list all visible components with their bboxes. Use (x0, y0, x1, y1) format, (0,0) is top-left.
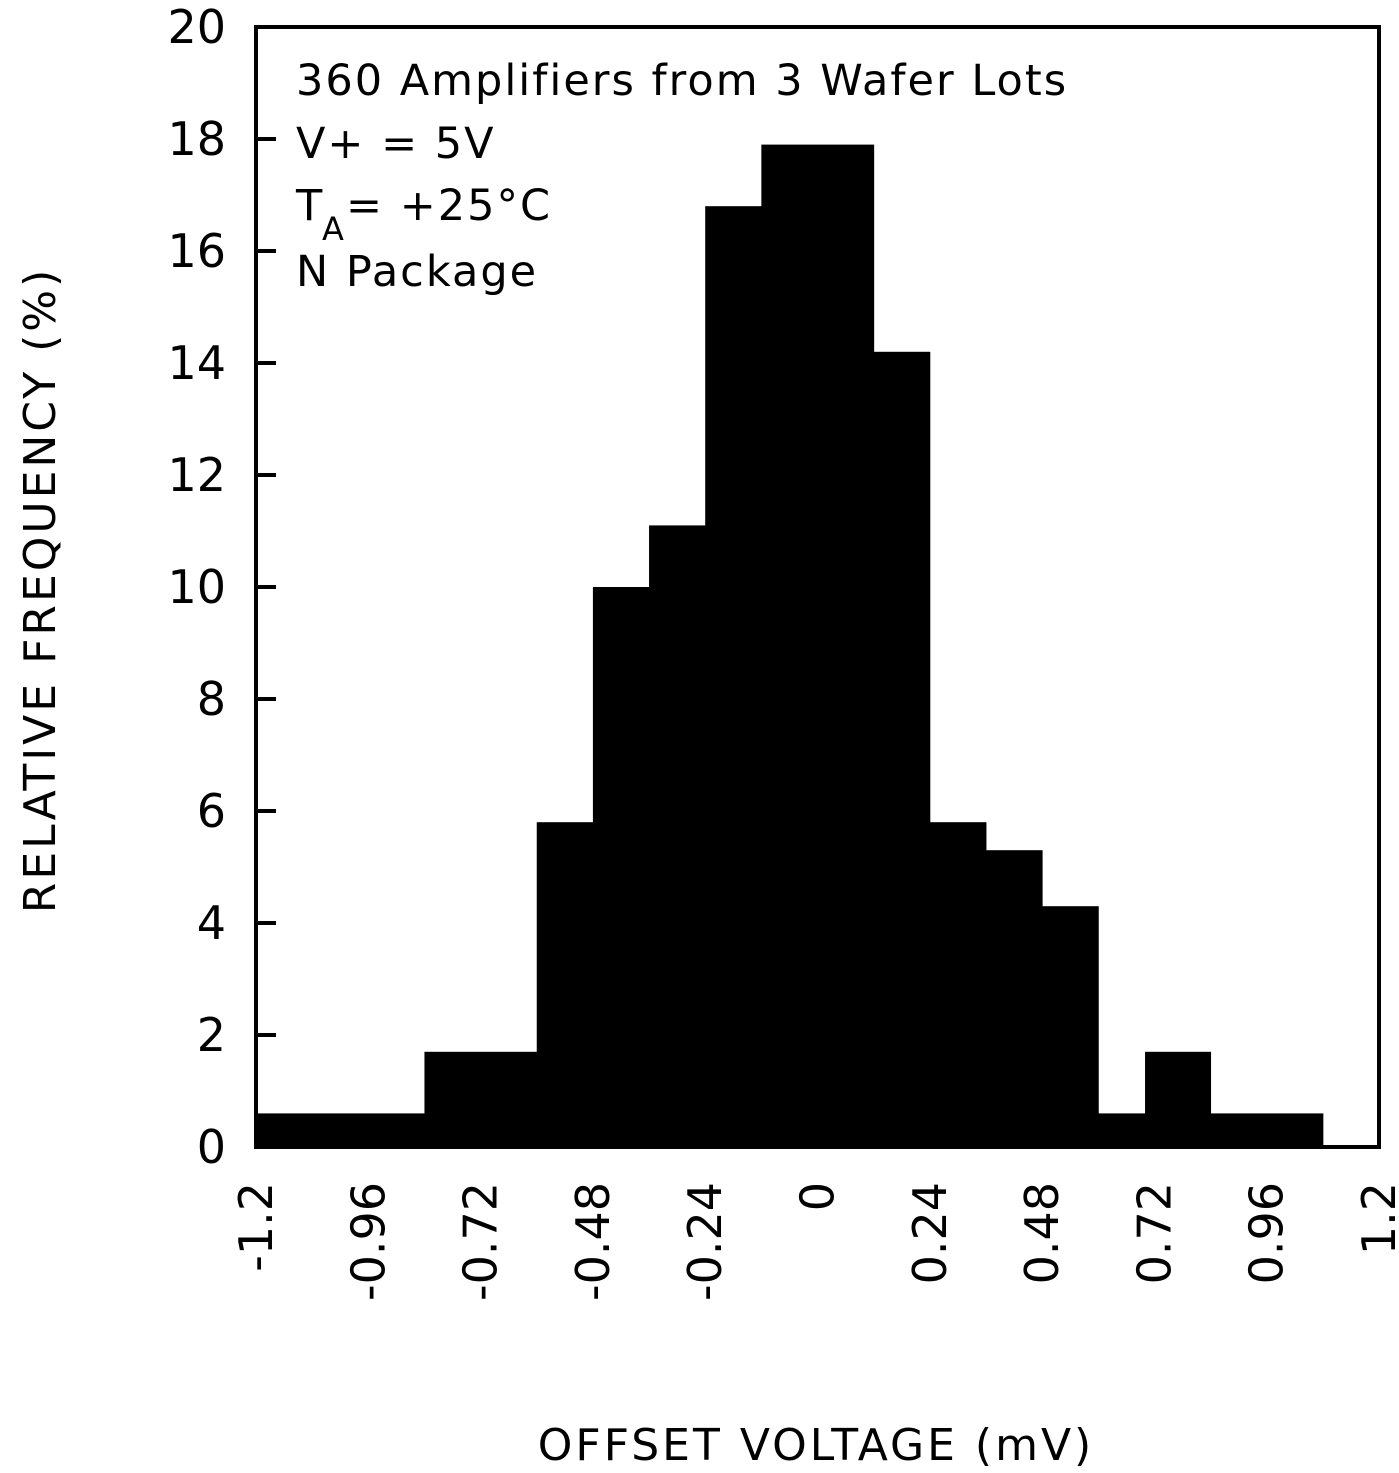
histogram-bar-6 (761, 144, 875, 1148)
annotation-temperature-subscript: A (322, 210, 346, 248)
x-tick-label-6: 0.24 (903, 1182, 957, 1284)
histogram-bar-13 (1210, 1113, 1324, 1147)
y-tick-label-3: 6 (197, 784, 226, 838)
annotation-supply-voltage: V+ = 5V (296, 119, 496, 169)
x-tick-label-9: 0.96 (1240, 1182, 1294, 1284)
histogram-bars (256, 144, 1324, 1148)
histogram-bar-7 (873, 351, 931, 1147)
histogram-bar-11 (1098, 1113, 1146, 1147)
histogram-bar-9 (985, 850, 1043, 1147)
histogram-bar-5 (705, 206, 762, 1147)
y-tick-label-1: 2 (197, 1008, 226, 1062)
y-tick-label-7: 14 (167, 336, 226, 390)
y-tick-label-10: 20 (167, 0, 226, 54)
x-tick-label-2: -0.72 (454, 1182, 508, 1301)
y-tick-label-9: 18 (167, 112, 226, 166)
y-tick-label-0: 0 (197, 1120, 226, 1174)
y-axis-ticks: 0 2 4 6 8 10 12 14 16 18 20 (167, 0, 276, 1174)
y-tick-label-8: 16 (167, 224, 226, 278)
y-tick-label-6: 12 (167, 448, 226, 502)
y-axis-label: RELATIVE FREQUENCY (%) (15, 267, 66, 914)
y-tick-label-2: 4 (197, 896, 226, 950)
annotation-block: 360 Amplifiers from 3 Wafer Lots V+ = 5V… (295, 56, 1068, 297)
x-tick-label-7: 0.48 (1015, 1182, 1069, 1284)
x-tick-label-5: 0 (791, 1182, 845, 1211)
x-tick-label-1: -0.96 (341, 1182, 395, 1301)
y-tick-label-5: 10 (167, 560, 226, 614)
x-tick-label-8: 0.72 (1127, 1182, 1181, 1284)
annotation-package: N Package (296, 247, 538, 297)
histogram-bar-12 (1145, 1051, 1212, 1147)
x-tick-label-3: -0.48 (566, 1182, 620, 1301)
histogram-bar-10 (1042, 906, 1099, 1147)
histogram-bar-0 (256, 1113, 425, 1147)
histogram-bar-8 (929, 822, 987, 1147)
x-axis-ticks: -1.2 -0.96 -0.72 -0.48 -0.24 0 0.24 0.48 0.72 0.9… (229, 1182, 1399, 1301)
histogram-bar-2 (536, 822, 594, 1147)
x-axis-label: OFFSET VOLTAGE (mV) (538, 1420, 1094, 1471)
histogram-bar-4 (649, 525, 706, 1147)
annotation-temperature-symbol: T (295, 181, 324, 231)
x-tick-label-0: -1.2 (229, 1182, 283, 1272)
annotation-sample-size: 360 Amplifiers from 3 Wafer Lots (296, 56, 1068, 106)
x-tick-label-4: -0.24 (678, 1182, 732, 1301)
annotation-temperature-value: = +25°C (346, 181, 552, 231)
y-tick-label-4: 8 (197, 672, 226, 726)
x-tick-label-10: 1.2 (1352, 1182, 1399, 1255)
histogram-bar-3 (592, 587, 650, 1147)
histogram-bar-1 (424, 1051, 538, 1147)
